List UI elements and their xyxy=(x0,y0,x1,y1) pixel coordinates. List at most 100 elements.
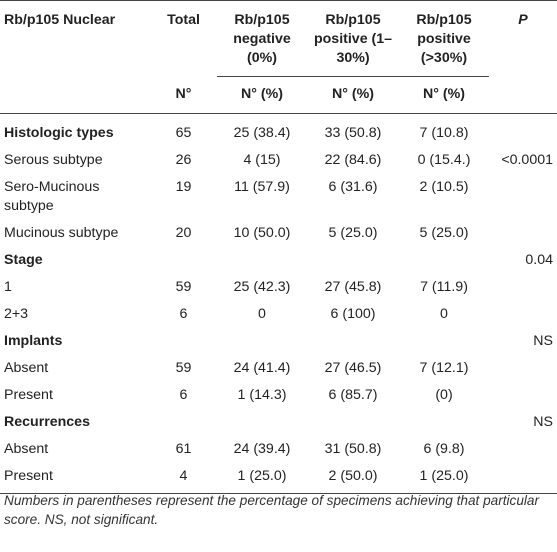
row-p-value xyxy=(489,463,557,494)
row-label: Mucinous subtype xyxy=(4,225,119,241)
row-p-value: <0.0001 xyxy=(501,152,553,168)
row-positive-over-30: 1 (25.0) xyxy=(419,468,469,484)
row-positive-1-30: 5 (25.0) xyxy=(328,225,378,241)
row-negative: 4 (15) xyxy=(243,152,281,168)
row-positive-over-30: 5 (25.0) xyxy=(419,225,469,241)
row-negative: 25 (38.4) xyxy=(233,125,291,141)
row-positive-1-30 xyxy=(307,328,399,355)
row-positive-over-30 xyxy=(399,247,489,274)
row-label: 2+3 xyxy=(4,306,29,322)
row-negative: 25 (42.3) xyxy=(233,279,291,295)
row-positive-over-30: 7 (12.1) xyxy=(419,360,469,376)
row-positive-1-30: 31 (50.8) xyxy=(324,441,382,457)
row-positive-over-30 xyxy=(399,328,489,355)
row-label: Sero-Mucinous subtype xyxy=(4,179,100,214)
row-total: 59 xyxy=(175,360,192,376)
row-negative: 0 xyxy=(258,306,266,322)
row-total: 20 xyxy=(175,225,192,241)
row-p-value xyxy=(489,382,557,409)
table-body: Histologic types 65 25 (38.4) 33 (50.8) 7 (1… xyxy=(0,114,557,494)
table-row: Mucinous subtype 20 10 (50.0) 5 (25.0) 5 (25… xyxy=(0,220,557,247)
table-row: Recurrences NS xyxy=(0,409,557,436)
row-p-value xyxy=(489,174,557,220)
row-positive-over-30: 0 xyxy=(440,306,448,322)
row-positive-1-30: 33 (50.8) xyxy=(324,125,382,141)
row-positive-1-30: 2 (50.0) xyxy=(328,468,378,484)
row-total xyxy=(150,328,217,355)
row-negative: 1 (25.0) xyxy=(237,468,287,484)
row-negative: 24 (41.4) xyxy=(233,360,291,376)
row-total: 4 xyxy=(179,468,188,484)
row-negative xyxy=(217,328,307,355)
row-total: 19 xyxy=(175,179,192,195)
table-row: Serous subtype 26 4 (15) 22 (84.6) 0 (15.4.)… xyxy=(0,147,557,174)
row-p-value: 0.04 xyxy=(525,252,553,268)
row-label: Serous subtype xyxy=(4,152,103,168)
row-positive-1-30 xyxy=(307,247,399,274)
row-label: Stage xyxy=(4,252,43,268)
row-positive-1-30: 27 (46.5) xyxy=(324,360,382,376)
table-row: Absent 59 24 (41.4) 27 (46.5) 7 (12.1) xyxy=(0,355,557,382)
results-table: Rb/p105 Nuclear Total Rb/p105 negative (… xyxy=(0,0,557,494)
row-positive-1-30 xyxy=(307,409,399,436)
row-positive-over-30 xyxy=(399,409,489,436)
row-total: 59 xyxy=(175,279,192,295)
row-p-value xyxy=(489,436,557,463)
header-p-value: P xyxy=(518,12,528,28)
row-positive-over-30: 6 (9.8) xyxy=(423,441,465,457)
subheader-p-empty xyxy=(489,77,557,114)
row-negative xyxy=(217,409,307,436)
row-total: 61 xyxy=(175,441,192,457)
header-row: Rb/p105 Nuclear Total Rb/p105 negative (… xyxy=(0,0,557,77)
row-positive-1-30: 22 (84.6) xyxy=(324,152,382,168)
subheader-positive-1-30-n: N° (%) xyxy=(332,86,374,102)
row-p-value xyxy=(489,114,557,148)
row-p-value xyxy=(489,355,557,382)
row-label: Present xyxy=(4,468,53,484)
table-row: Implants NS xyxy=(0,328,557,355)
table-row: Absent 61 24 (39.4) 31 (50.8) 6 (9.8) xyxy=(0,436,557,463)
table-row: Stage 0.04 xyxy=(0,247,557,274)
row-p-value: NS xyxy=(533,333,553,349)
row-positive-over-30: 7 (10.8) xyxy=(419,125,469,141)
row-positive-over-30: 2 (10.5) xyxy=(419,179,469,195)
row-total: 6 xyxy=(179,387,188,403)
table-row: Histologic types 65 25 (38.4) 33 (50.8) 7 (1… xyxy=(0,114,557,148)
header-rb-p105-nuclear: Rb/p105 Nuclear xyxy=(4,12,116,28)
row-label: Absent xyxy=(4,360,49,376)
row-positive-1-30: 6 (100) xyxy=(330,306,376,322)
subheader-row: N° N° (%) N° (%) N° (%) xyxy=(0,77,557,114)
row-positive-over-30: 0 (15.4.) xyxy=(417,152,471,168)
header-positive-over-30: Rb/p105 positive (>30%) xyxy=(399,0,489,77)
header-positive-1-30: Rb/p105 positive (1–30%) xyxy=(307,0,399,77)
row-positive-1-30: 6 (31.6) xyxy=(328,179,378,195)
subheader-empty xyxy=(0,77,150,114)
row-negative: 24 (39.4) xyxy=(233,441,291,457)
header-total: Total xyxy=(167,12,200,28)
table-row: Present 4 1 (25.0) 2 (50.0) 1 (25.0) xyxy=(0,463,557,494)
row-label: Absent xyxy=(4,441,49,457)
row-negative: 10 (50.0) xyxy=(233,225,291,241)
table-row: Sero-Mucinous subtype 19 11 (57.9) 6 (31.6)… xyxy=(0,174,557,220)
row-label: Implants xyxy=(4,333,63,349)
row-positive-over-30: (0) xyxy=(435,387,453,403)
table-row: 2+3 6 0 6 (100) 0 xyxy=(0,301,557,328)
row-negative xyxy=(217,247,307,274)
row-positive-over-30: 7 (11.9) xyxy=(420,279,468,295)
table-footnote: Numbers in parentheses represent the per… xyxy=(4,493,539,527)
row-total: 65 xyxy=(175,125,192,141)
row-total xyxy=(150,409,217,436)
table-row: Present 6 1 (14.3) 6 (85.7) (0) xyxy=(0,382,557,409)
table-row: 1 59 25 (42.3) 27 (45.8) 7 (11.9) xyxy=(0,274,557,301)
subheader-positive-over-30-n: N° (%) xyxy=(423,86,465,102)
row-negative: 11 (57.9) xyxy=(234,179,290,195)
table-header: Rb/p105 Nuclear Total Rb/p105 negative (… xyxy=(0,0,557,114)
row-p-value: NS xyxy=(533,414,553,430)
row-total: 6 xyxy=(179,306,188,322)
row-label: Present xyxy=(4,387,53,403)
row-positive-1-30: 6 (85.7) xyxy=(328,387,378,403)
row-p-value xyxy=(489,220,557,247)
subheader-total-n: N° xyxy=(175,85,192,102)
row-label: 1 xyxy=(4,279,12,295)
row-label: Recurrences xyxy=(4,414,90,430)
